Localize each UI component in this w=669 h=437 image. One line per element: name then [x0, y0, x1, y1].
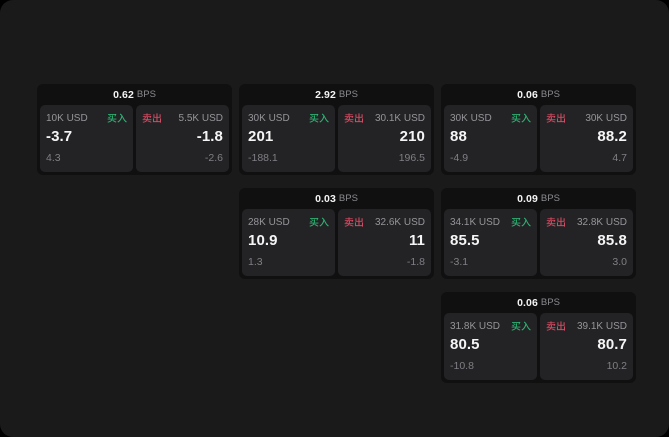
- buy-quote-panel[interactable]: 10K USD -3.7 4.3: [40, 105, 133, 172]
- sell-quote-panel[interactable]: 30.1K USD 210 196.5: [338, 105, 431, 172]
- bps-unit-label: BPS: [540, 193, 560, 204]
- bps-value: 0.62: [113, 88, 134, 101]
- buy-amount: 31.8K USD: [450, 320, 501, 332]
- buy-delta: -10.8: [450, 360, 474, 372]
- buy-quote-panel[interactable]: 31.8K USD 80.5 -10.8: [444, 313, 537, 380]
- buy-value: 10.9: [248, 232, 278, 249]
- quote-card: 0.09 BPS 34.1K USD 85.5 -3.1 3: [441, 188, 636, 279]
- sell-quote-panel[interactable]: 5.5K USD -1.8 -2.6: [136, 105, 229, 172]
- buy-side-label: [511, 217, 531, 227]
- buy-quote-panel[interactable]: 30K USD 201 -188.1: [242, 105, 335, 172]
- buy-value: 80.5: [450, 336, 480, 353]
- quote-card: 0.62 BPS 10K USD -3.7 4.3 5.5K: [37, 84, 232, 175]
- sell-value: 210: [399, 128, 425, 145]
- sell-delta: 196.5: [398, 152, 425, 164]
- sell-side-label: [546, 321, 566, 331]
- card-header: 2.92 BPS: [242, 84, 431, 105]
- sell-quote-panel[interactable]: 32.6K USD 11 -1.8: [338, 209, 431, 276]
- buy-quote-panel[interactable]: 30K USD 88 -4.9: [444, 105, 537, 172]
- bps-unit-label: BPS: [338, 193, 358, 204]
- buy-quote-panel[interactable]: 28K USD 10.9 1.3: [242, 209, 335, 276]
- buy-side-label: [107, 113, 127, 123]
- sell-value: 80.7: [597, 336, 627, 353]
- sell-side-label: [142, 113, 162, 123]
- buy-label-glyph-icon: [511, 113, 531, 123]
- card-header: 0.09 BPS: [444, 188, 633, 209]
- sell-amount: 32.8K USD: [576, 216, 627, 228]
- sell-label-glyph-icon: [546, 217, 566, 227]
- bps-value: 0.06: [517, 88, 538, 101]
- card-header: 0.06 BPS: [444, 84, 633, 105]
- sell-quote-panel[interactable]: 30K USD 88.2 4.7: [540, 105, 633, 172]
- sell-delta: 4.7: [612, 152, 627, 164]
- sell-value: 88.2: [597, 128, 627, 145]
- buy-delta: -3.1: [450, 256, 469, 268]
- sell-value: -1.8: [196, 128, 223, 145]
- sell-label-glyph-icon: [344, 113, 364, 123]
- sell-amount: 5.5K USD: [178, 112, 223, 124]
- card-header: 0.03 BPS: [242, 188, 431, 209]
- buy-side-label: [511, 113, 531, 123]
- buy-value: 88: [450, 128, 467, 145]
- sell-label-glyph-icon: [546, 321, 566, 331]
- buy-delta: -188.1: [248, 152, 278, 164]
- sell-side-label: [546, 113, 566, 123]
- buy-delta: 4.3: [46, 152, 61, 164]
- quote-card: 0.03 BPS 28K USD 10.9 1.3 32.6: [239, 188, 434, 279]
- bps-value: 0.09: [517, 192, 538, 205]
- bps-unit-label: BPS: [136, 89, 156, 100]
- buy-label-glyph-icon: [511, 217, 531, 227]
- buy-amount: 28K USD: [248, 216, 290, 228]
- buy-amount: 34.1K USD: [450, 216, 501, 228]
- card-header: 0.06 BPS: [444, 292, 633, 313]
- sell-side-label: [344, 113, 364, 123]
- sell-amount: 39.1K USD: [576, 320, 627, 332]
- sell-label-glyph-icon: [546, 113, 566, 123]
- quotes-grid: 0.62 BPS 10K USD -3.7 4.3 5.5K: [37, 84, 636, 383]
- sell-value: 85.8: [597, 232, 627, 249]
- sell-delta: 10.2: [606, 360, 627, 372]
- sell-delta: 3.0: [612, 256, 627, 268]
- bps-value: 0.03: [315, 192, 336, 205]
- buy-label-glyph-icon: [309, 113, 329, 123]
- buy-value: 85.5: [450, 232, 480, 249]
- quote-card: 0.06 BPS 30K USD 88 -4.9 30K U: [441, 84, 636, 175]
- bps-value: 0.06: [517, 296, 538, 309]
- sell-quote-panel[interactable]: 39.1K USD 80.7 10.2: [540, 313, 633, 380]
- buy-label-glyph-icon: [511, 321, 531, 331]
- quote-card: 0.06 BPS 31.8K USD 80.5 -10.8: [441, 292, 636, 383]
- sell-quote-panel[interactable]: 32.8K USD 85.8 3.0: [540, 209, 633, 276]
- sell-label-glyph-icon: [344, 217, 364, 227]
- buy-amount: 10K USD: [46, 112, 88, 124]
- sell-value: 11: [408, 232, 425, 249]
- card-header: 0.62 BPS: [40, 84, 229, 105]
- buy-side-label: [511, 321, 531, 331]
- bps-value: 2.92: [315, 88, 336, 101]
- sell-delta: -2.6: [204, 152, 223, 164]
- bps-unit-label: BPS: [338, 89, 358, 100]
- bps-unit-label: BPS: [540, 297, 560, 308]
- buy-side-label: [309, 113, 329, 123]
- buy-amount: 30K USD: [248, 112, 290, 124]
- quote-card: 2.92 BPS 30K USD 201 -188.1 30: [239, 84, 434, 175]
- buy-label-glyph-icon: [309, 217, 329, 227]
- buy-value: -3.7: [46, 128, 73, 145]
- bps-unit-label: BPS: [540, 89, 560, 100]
- sell-amount: 32.6K USD: [374, 216, 425, 228]
- buy-quote-panel[interactable]: 34.1K USD 85.5 -3.1: [444, 209, 537, 276]
- buy-label-glyph-icon: [107, 113, 127, 123]
- buy-side-label: [309, 217, 329, 227]
- sell-amount: 30K USD: [585, 112, 627, 124]
- sell-side-label: [546, 217, 566, 227]
- sell-side-label: [344, 217, 364, 227]
- sell-delta: -1.8: [406, 256, 425, 268]
- sell-label-glyph-icon: [142, 113, 162, 123]
- buy-delta: -4.9: [450, 152, 469, 164]
- sell-amount: 30.1K USD: [374, 112, 425, 124]
- buy-value: 201: [248, 128, 274, 145]
- buy-delta: 1.3: [248, 256, 263, 268]
- buy-amount: 30K USD: [450, 112, 492, 124]
